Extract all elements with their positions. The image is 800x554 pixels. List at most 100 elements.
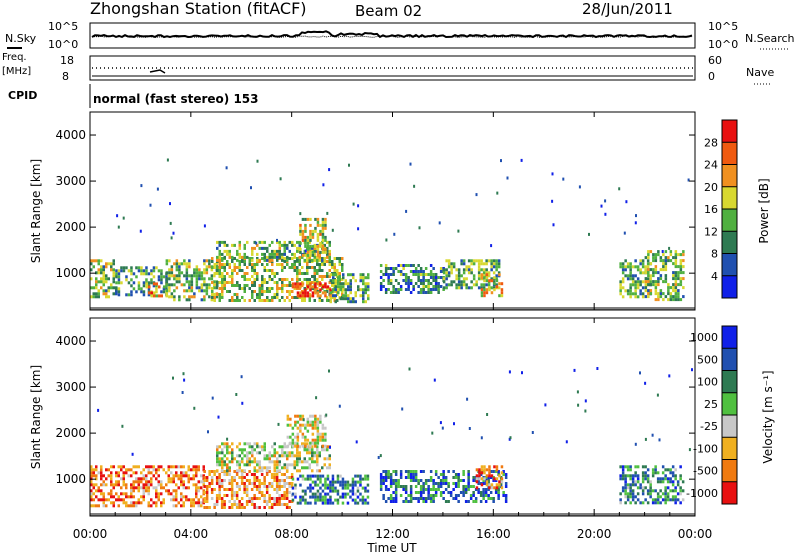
data-cell [619, 265, 622, 269]
data-cell [140, 471, 143, 475]
data-cell [107, 262, 110, 266]
data-cell [173, 298, 176, 302]
data-cell [125, 471, 128, 475]
data-cell [155, 486, 158, 490]
data-cell [664, 492, 667, 496]
data-cell [190, 504, 193, 508]
data-cell [351, 492, 355, 496]
data-cell [664, 295, 668, 299]
data-cell [301, 229, 305, 233]
data-cell [487, 274, 491, 278]
data-cell [654, 498, 657, 502]
data-cell [155, 504, 158, 508]
data-cell [323, 263, 326, 266]
data-cell [402, 273, 405, 276]
data-cell [268, 275, 271, 278]
data-cell [326, 483, 330, 487]
data-cell [243, 482, 246, 485]
data-cell [172, 489, 175, 493]
data-cell [223, 488, 226, 491]
data-cell [280, 473, 284, 476]
data-cell [636, 265, 640, 269]
data-cell [296, 275, 299, 278]
data-cell [432, 279, 435, 282]
data-cell [228, 275, 231, 278]
data-cell [499, 482, 503, 485]
y-tick-label: 2000 [55, 220, 86, 234]
data-cell [276, 238, 278, 242]
data-cell [331, 284, 334, 287]
data-cell [240, 503, 244, 506]
data-cell [384, 267, 388, 270]
data-cell [329, 495, 332, 499]
data-cell [268, 466, 271, 470]
data-cell [332, 279, 335, 283]
data-cell [285, 482, 289, 485]
data-cell [127, 281, 131, 285]
data-cell [132, 495, 135, 499]
data-cell [364, 276, 367, 280]
data-cell [130, 501, 133, 505]
data-cell [367, 273, 370, 277]
data-cell [316, 217, 320, 221]
data-cell [319, 477, 322, 481]
data-cell [321, 299, 324, 302]
data-cell [636, 477, 640, 481]
data-cell [132, 465, 135, 469]
data-cell [321, 291, 325, 295]
data-cell [669, 468, 672, 472]
data-cell [265, 473, 269, 476]
data-cell [236, 454, 239, 458]
data-cell [424, 479, 428, 482]
data-cell [117, 287, 121, 291]
data-cell [155, 477, 158, 481]
data-cell [392, 470, 395, 473]
data-cell [261, 290, 264, 293]
data-cell [188, 289, 191, 293]
data-cell [482, 482, 485, 485]
data-cell [487, 283, 491, 287]
data-cell [316, 269, 319, 272]
data-cell [279, 177, 282, 181]
data-cell [379, 264, 383, 267]
data-cell [667, 283, 670, 287]
data-cell [319, 420, 322, 424]
data-cell [347, 285, 350, 289]
data-cell [203, 271, 206, 275]
data-cell [674, 256, 678, 260]
data-cell [674, 495, 677, 499]
data-cell [278, 497, 281, 500]
data-cell [347, 282, 350, 286]
data-cell [205, 259, 209, 263]
data-cell [92, 295, 95, 299]
data-cell [439, 479, 443, 482]
data-cell [238, 466, 241, 470]
data-cell [437, 276, 440, 279]
data-cell [336, 299, 339, 302]
data-cell [170, 271, 174, 275]
data-cell [250, 500, 254, 503]
data-cell [243, 485, 246, 488]
data-cell [316, 423, 320, 427]
data-cell [644, 265, 647, 269]
data-cell [195, 492, 198, 496]
data-cell [328, 369, 330, 373]
data-cell [328, 466, 331, 470]
data-cell [412, 264, 415, 267]
data-cell [659, 489, 662, 493]
data-cell [319, 250, 322, 254]
data-cell [316, 489, 320, 493]
data-cell [619, 477, 622, 481]
data-cell [304, 253, 307, 257]
data-cell [480, 283, 483, 287]
data-cell [465, 268, 468, 272]
data-cell [263, 448, 266, 452]
data-cell [651, 433, 654, 437]
data-cell [492, 262, 496, 266]
data-cell [671, 465, 675, 469]
data-cell [419, 494, 423, 497]
data-cell [314, 444, 317, 448]
data-cell [273, 293, 276, 296]
data-cell [183, 378, 186, 382]
data-cell [311, 438, 315, 442]
